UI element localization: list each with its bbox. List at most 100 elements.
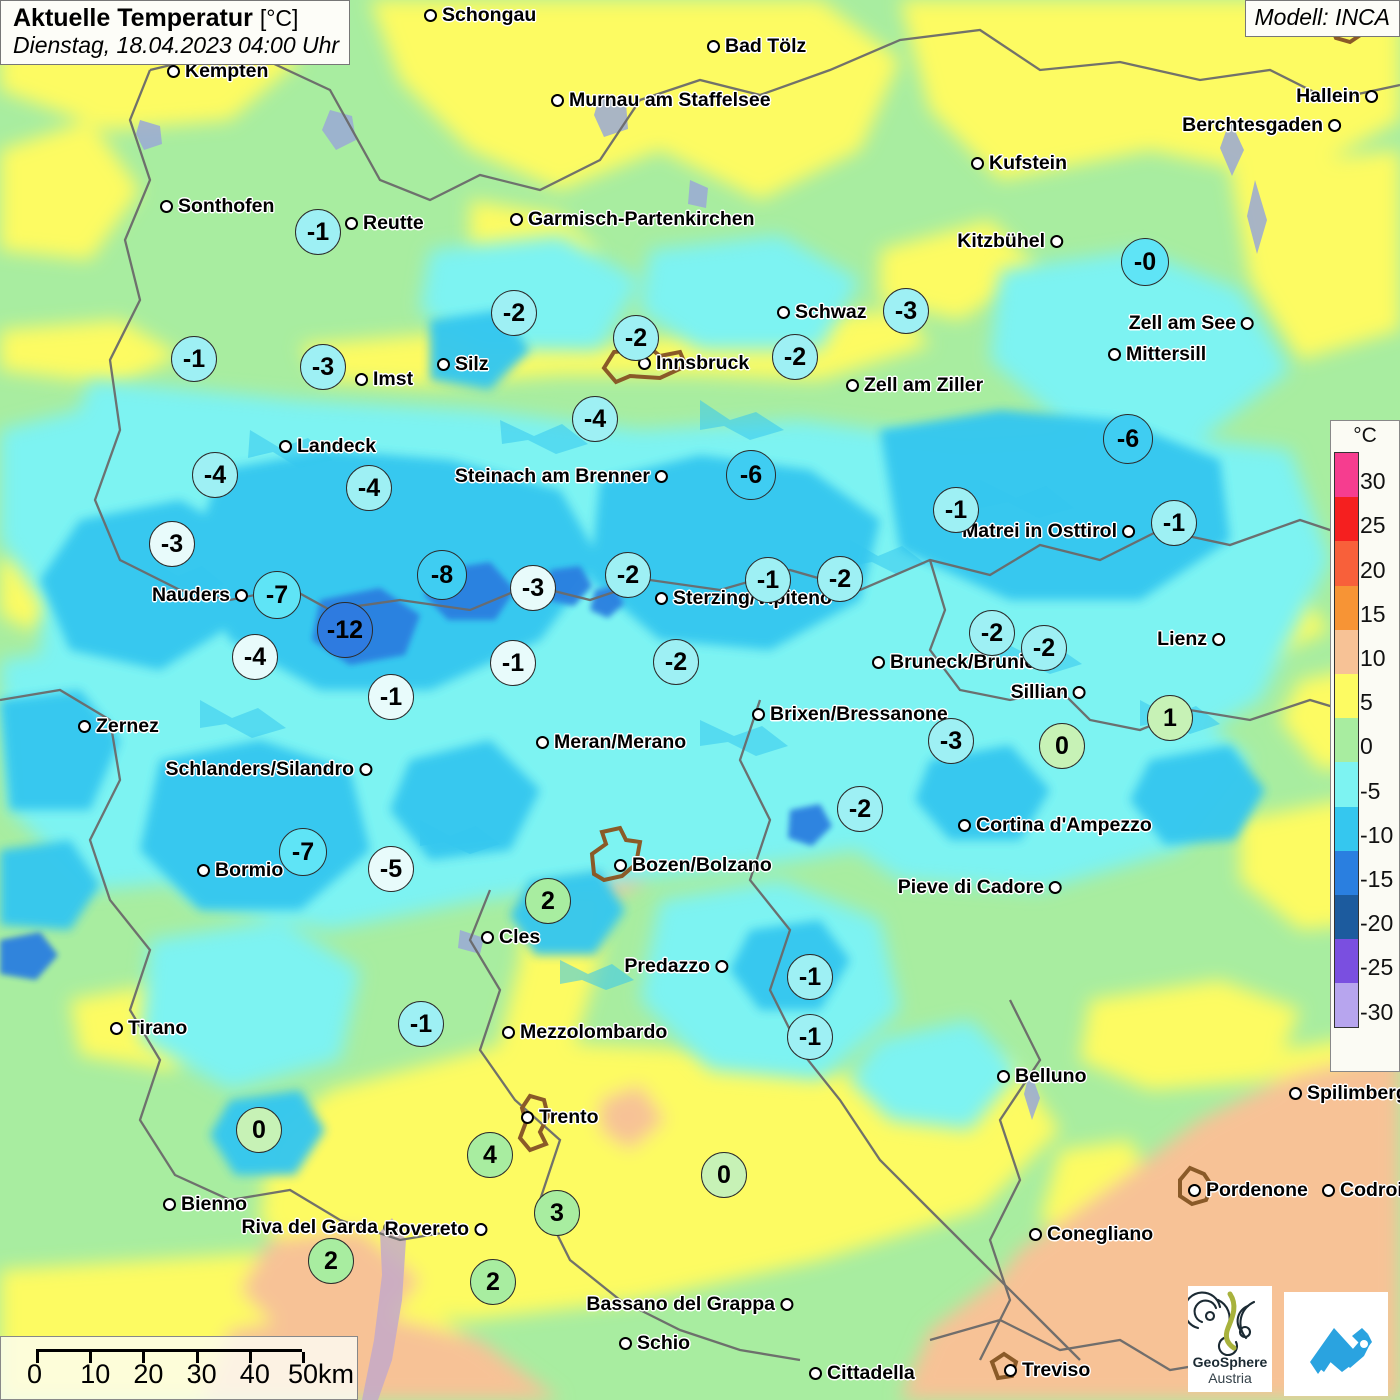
station-value-marker[interactable]: -2 xyxy=(772,334,818,380)
city-marker[interactable]: Riva del Garda xyxy=(241,1216,396,1239)
city-marker[interactable]: Schwaz xyxy=(777,301,867,324)
station-value-marker[interactable]: -2 xyxy=(817,556,863,602)
city-marker[interactable]: Innsbruck xyxy=(638,352,749,375)
city-marker[interactable]: Landeck xyxy=(279,435,376,458)
city-marker[interactable]: Cles xyxy=(481,926,540,949)
station-value-marker[interactable]: 0 xyxy=(701,1152,747,1198)
station-value-marker[interactable]: -0 xyxy=(1121,238,1169,286)
city-marker[interactable]: Conegliano xyxy=(1029,1223,1153,1246)
station-value-marker[interactable]: 0 xyxy=(1039,723,1085,769)
city-marker[interactable]: Schlanders/Silandro xyxy=(165,758,372,781)
city-marker[interactable]: Sillian xyxy=(1011,681,1086,704)
station-value-marker[interactable]: -4 xyxy=(192,452,238,498)
station-value-marker[interactable]: -3 xyxy=(883,288,929,334)
station-value-marker[interactable]: -7 xyxy=(253,571,301,619)
city-marker[interactable]: Schongau xyxy=(424,4,536,27)
city-marker[interactable]: Matrei in Osttirol xyxy=(962,520,1135,543)
station-value-marker[interactable]: -6 xyxy=(726,450,776,500)
station-value-marker[interactable]: -1 xyxy=(1151,500,1197,546)
city-marker[interactable]: Imst xyxy=(355,368,413,391)
city-marker[interactable]: Silz xyxy=(437,353,489,376)
city-marker[interactable]: Sonthofen xyxy=(160,195,274,218)
city-marker[interactable]: Pieve di Cadore xyxy=(898,876,1062,899)
secondary-logo[interactable] xyxy=(1284,1292,1388,1396)
station-value-marker[interactable]: -1 xyxy=(787,954,833,1000)
station-value-marker[interactable]: -1 xyxy=(745,557,791,603)
city-marker[interactable]: Tirano xyxy=(110,1017,187,1040)
city-marker[interactable]: Kitzbühel xyxy=(957,230,1063,253)
city-marker[interactable]: Mezzolombardo xyxy=(502,1021,667,1044)
station-value-marker[interactable]: -2 xyxy=(653,639,699,685)
city-marker[interactable]: Reutte xyxy=(345,212,424,235)
city-marker[interactable]: Codroipo xyxy=(1322,1179,1400,1202)
city-marker[interactable]: Predazzo xyxy=(624,955,728,978)
station-value-marker[interactable]: -1 xyxy=(490,640,536,686)
station-value-marker[interactable]: 1 xyxy=(1147,695,1193,741)
city-marker[interactable]: Kempten xyxy=(167,60,268,83)
temperature-colorbar[interactable]: °C 30 25 20 15 10 5 0 -5 -10 -15 -20 -25 -30 xyxy=(1330,420,1400,1072)
station-value-marker[interactable]: -2 xyxy=(1021,625,1067,671)
city-marker[interactable]: Mittersill xyxy=(1108,343,1206,366)
city-marker[interactable]: Nauders xyxy=(152,584,248,607)
city-marker[interactable]: Belluno xyxy=(997,1065,1087,1088)
city-marker[interactable]: Berchtesgaden xyxy=(1182,114,1341,137)
city-marker[interactable]: Schio xyxy=(619,1332,690,1355)
station-value-marker[interactable]: -4 xyxy=(572,396,618,442)
station-value-marker[interactable]: -1 xyxy=(787,1014,833,1060)
city-marker[interactable]: Rovereto xyxy=(384,1218,487,1241)
station-value-marker[interactable]: 2 xyxy=(470,1259,516,1305)
city-marker[interactable]: Garmisch-Partenkirchen xyxy=(510,208,755,231)
station-value-marker[interactable]: -2 xyxy=(613,315,659,361)
city-marker[interactable]: Zell am See xyxy=(1129,312,1254,335)
city-marker[interactable]: Murnau am Staffelsee xyxy=(551,89,771,112)
station-value-marker[interactable]: 3 xyxy=(534,1190,580,1236)
city-marker[interactable]: Cittadella xyxy=(809,1362,915,1385)
station-value-marker[interactable]: -5 xyxy=(368,846,414,892)
city-marker[interactable]: Bienno xyxy=(163,1193,247,1216)
station-value-marker[interactable]: -6 xyxy=(1103,414,1153,464)
station-value-marker[interactable]: -2 xyxy=(969,610,1015,656)
station-value-marker[interactable]: -1 xyxy=(295,209,341,255)
station-value-marker[interactable]: 2 xyxy=(308,1238,354,1284)
station-value-marker[interactable]: -7 xyxy=(279,828,327,876)
station-value-marker[interactable]: -2 xyxy=(491,290,537,336)
city-marker[interactable]: Sterzing/Vipiteno xyxy=(655,587,832,610)
station-value-marker[interactable]: 4 xyxy=(467,1132,513,1178)
station-value-marker[interactable]: -1 xyxy=(368,674,414,720)
city-marker[interactable]: Bozen/Bolzano xyxy=(614,854,772,877)
city-marker[interactable]: Bruneck/Brunico xyxy=(872,651,1047,674)
station-value-marker[interactable]: -2 xyxy=(605,552,651,598)
station-value-marker[interactable]: 0 xyxy=(236,1107,282,1153)
station-value-marker[interactable]: -3 xyxy=(510,565,556,611)
city-marker[interactable]: Zell am Ziller xyxy=(846,374,983,397)
station-value-marker[interactable]: -3 xyxy=(928,718,974,764)
city-marker[interactable]: Brixen/Bressanone xyxy=(752,703,948,726)
city-marker[interactable]: Bad Tölz xyxy=(707,35,806,58)
city-marker[interactable]: Zernez xyxy=(78,715,159,738)
city-marker[interactable]: Kufstein xyxy=(971,152,1067,175)
station-value-marker[interactable]: -1 xyxy=(171,336,217,382)
station-value-marker[interactable]: -8 xyxy=(417,550,467,600)
city-marker[interactable]: Hallein xyxy=(1296,85,1378,108)
station-value-marker[interactable]: -12 xyxy=(317,602,373,658)
station-value-marker[interactable]: -1 xyxy=(398,1001,444,1047)
station-value-marker[interactable]: -3 xyxy=(300,344,346,390)
station-value-marker[interactable]: -3 xyxy=(149,521,195,567)
city-marker[interactable]: Lienz xyxy=(1157,628,1225,651)
station-value-marker[interactable]: -1 xyxy=(933,487,979,533)
station-value-marker[interactable]: -4 xyxy=(346,465,392,511)
city-marker[interactable]: Trento xyxy=(521,1106,599,1129)
city-marker[interactable]: Cortina d'Ampezzo xyxy=(958,814,1152,837)
city-marker[interactable]: Bormio xyxy=(197,859,283,882)
geosphere-logo[interactable]: GeoSphere Austria xyxy=(1183,1286,1272,1392)
station-value-marker[interactable]: -2 xyxy=(837,786,883,832)
station-value-marker[interactable]: 2 xyxy=(525,878,571,924)
station-value-marker[interactable]: -4 xyxy=(232,634,278,680)
city-marker[interactable]: Pordenone xyxy=(1188,1179,1308,1202)
city-marker[interactable]: Treviso xyxy=(1004,1359,1090,1382)
city-marker[interactable]: Bassano del Grappa xyxy=(586,1293,793,1316)
city-marker[interactable]: Steinach am Brenner xyxy=(455,465,668,488)
city-marker[interactable]: Spilimbergo xyxy=(1289,1082,1400,1105)
city-marker[interactable]: Meran/Merano xyxy=(536,731,686,754)
